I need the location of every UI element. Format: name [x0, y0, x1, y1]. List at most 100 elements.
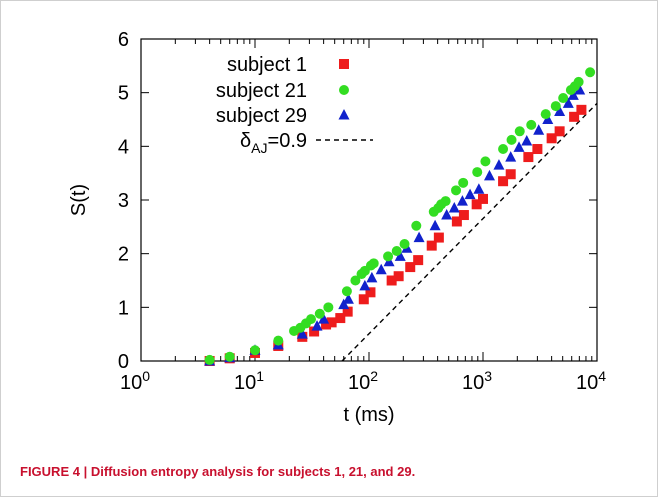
data-point	[473, 183, 485, 194]
data-point	[506, 134, 517, 145]
data-point	[585, 67, 596, 78]
data-point	[540, 109, 551, 120]
data-point	[342, 293, 354, 304]
data-point	[405, 262, 416, 273]
legend-label: δAJ=0.9	[240, 130, 307, 156]
data-point	[204, 354, 215, 365]
data-point	[413, 231, 425, 243]
data-point	[550, 101, 561, 112]
data-point	[326, 317, 337, 328]
data-point	[471, 199, 482, 210]
data-point	[458, 210, 469, 221]
series-subject-21	[204, 67, 596, 365]
x-tick-label: 100	[120, 368, 150, 394]
data-point	[569, 111, 580, 122]
data-point	[576, 104, 587, 115]
x-tick-label: 103	[462, 368, 492, 394]
data-point	[318, 313, 330, 324]
data-point	[451, 216, 462, 227]
legend-label: subject 21	[216, 80, 307, 102]
data-point	[429, 219, 441, 231]
data-point	[533, 124, 545, 135]
data-point	[335, 313, 346, 324]
data-point	[526, 119, 537, 130]
figure-caption: FIGURE 4 | Diffusion entropy analysis fo…	[20, 464, 416, 479]
data-point	[546, 133, 557, 144]
data-point	[451, 185, 462, 196]
y-tick-label: 6	[118, 29, 129, 51]
data-point	[505, 169, 516, 180]
data-point	[224, 351, 235, 362]
data-point	[314, 308, 325, 319]
legend: subject 1 subject 21 subject 29 δAJ=0.9	[216, 54, 373, 156]
data-point	[250, 345, 260, 356]
series-layer	[204, 67, 598, 366]
data-point	[368, 258, 379, 269]
data-point	[456, 195, 468, 206]
data-point	[513, 141, 525, 152]
plot-area-frame	[140, 38, 598, 362]
data-point	[521, 134, 533, 146]
data-point	[341, 286, 352, 297]
data-point	[365, 287, 376, 298]
data-point	[574, 83, 586, 95]
data-point	[426, 240, 437, 251]
data-point	[359, 279, 371, 291]
data-point	[458, 177, 469, 188]
data-point	[480, 156, 491, 167]
series-subject-29	[204, 83, 586, 366]
data-point	[472, 167, 483, 178]
y-tick-label: 5	[118, 83, 129, 105]
data-point	[433, 232, 444, 243]
data-point	[273, 335, 284, 346]
data-point	[464, 188, 476, 200]
legend-swatch	[339, 85, 349, 95]
x-tick-label: 104	[576, 368, 606, 394]
data-point	[321, 319, 332, 330]
data-point	[567, 89, 579, 100]
data-point	[505, 151, 517, 162]
data-point	[562, 97, 574, 108]
data-point	[358, 294, 369, 305]
data-point	[350, 275, 361, 286]
data-point	[296, 328, 308, 339]
data-point	[554, 126, 565, 137]
data-point	[342, 306, 353, 317]
fit-line-delta-aj	[341, 102, 598, 362]
data-point	[478, 193, 488, 204]
data-point	[411, 220, 422, 231]
x-axis-label: t (ms)	[343, 404, 394, 426]
y-axis-label: S(t)	[68, 184, 90, 216]
data-point	[498, 144, 509, 155]
y-tick-label: 3	[118, 190, 129, 212]
data-point	[309, 326, 320, 337]
data-point	[375, 263, 387, 275]
data-point	[338, 298, 350, 310]
data-point	[554, 105, 566, 116]
x-tick-label: 101	[234, 368, 264, 394]
y-tick-label: 1	[118, 297, 129, 319]
data-point	[383, 251, 394, 262]
data-point	[413, 255, 424, 266]
data-point	[542, 113, 554, 124]
legend-label: subject 1	[227, 54, 307, 76]
diffusion-entropy-chart: 100 101 102 103 104 0 1 2 3 4 5 6 t (ms) S(t) subj…	[68, 29, 606, 426]
legend-swatch	[339, 59, 349, 69]
data-point	[386, 275, 397, 286]
data-point	[498, 176, 509, 187]
data-point	[366, 271, 378, 283]
data-point	[394, 250, 406, 261]
y-tick-label: 4	[118, 136, 129, 158]
data-point	[441, 209, 453, 220]
data-point	[393, 271, 404, 282]
data-point	[523, 152, 534, 163]
data-point	[306, 314, 317, 325]
data-point	[399, 239, 410, 250]
data-point	[311, 320, 323, 331]
legend-label: subject 29	[216, 105, 307, 127]
y-tick-label: 2	[118, 244, 129, 266]
data-point	[558, 93, 569, 104]
y-tick-labels: 0 1 2 3 4 5 6	[118, 29, 129, 373]
data-point	[323, 302, 334, 313]
